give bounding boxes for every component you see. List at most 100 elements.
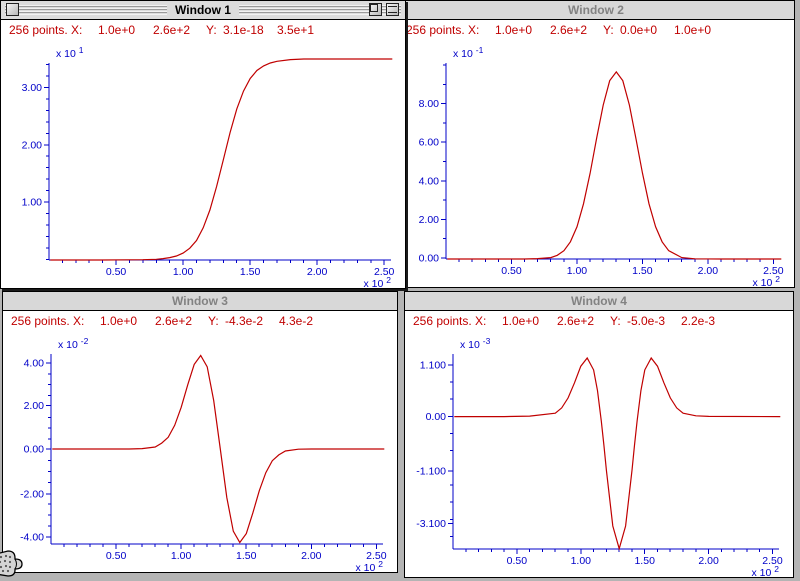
y-min-value: -4.3e-2 (225, 314, 264, 328)
status-line: 256 points. X: 1.0e+0 2.6e+2 Y: -5.0e-3 … (405, 311, 793, 329)
window-1-content: 256 points. X: 1.0e+0 2.6e+2 Y: 3.1e-18 … (1, 20, 405, 288)
svg-text:1.00: 1.00 (22, 196, 43, 208)
svg-text:x 10 2: x 10 2 (364, 275, 392, 288)
svg-text:-3.100: -3.100 (416, 518, 446, 530)
zoom-box-icon[interactable] (370, 4, 381, 15)
svg-text:2.00: 2.00 (698, 555, 719, 567)
window-title: Window 2 (560, 3, 632, 17)
plot-area[interactable]: 0.50 1.00 1.50 2.00 2.50 8.00 6.00 4.00 2.00 0.00… (398, 38, 794, 287)
svg-text:1.50: 1.50 (236, 550, 257, 562)
window-2-titlebar[interactable]: Window 2 (398, 1, 794, 20)
points-count: 256 points. (9, 23, 68, 37)
plot-area[interactable]: 0.50 1.00 1.50 2.00 2.50 4.00 2.00 0.00 -2.00 -4.… (3, 329, 397, 572)
y-label: Y: (208, 314, 219, 328)
svg-text:1.50: 1.50 (240, 266, 261, 278)
window-4: Window 4 256 points. X: 1.0e+0 2.6e+2 Y:… (404, 291, 794, 578)
y-label: Y: (603, 23, 614, 37)
x-max-value: 2.6e+2 (153, 23, 191, 37)
svg-text:8.00: 8.00 (419, 98, 440, 110)
svg-text:x 10 2: x 10 2 (753, 274, 781, 287)
x-max-value: 2.6e+2 (155, 314, 193, 328)
points-count: 256 points. (413, 314, 472, 328)
window-4-content: 256 points. X: 1.0e+0 2.6e+2 Y: -5.0e-3 … (405, 311, 793, 577)
status-line: 256 points. X: 1.0e+0 2.6e+2 Y: 3.1e-18 … (1, 20, 405, 38)
svg-text:1.00: 1.00 (171, 550, 192, 562)
svg-text:x 10 1: x 10 1 (56, 45, 84, 60)
x-min-value: 1.0e+0 (502, 314, 540, 328)
status-line: 256 points. X: 1.0e+0 2.6e+2 Y: 0.0e+0 1… (398, 20, 794, 38)
svg-text:-4.00: -4.00 (20, 531, 44, 543)
window-title: Window 1 (167, 3, 239, 17)
svg-text:0.50: 0.50 (501, 265, 522, 277)
svg-text:0.50: 0.50 (106, 266, 127, 278)
x-label: X: (475, 314, 487, 328)
svg-text:0.00: 0.00 (426, 411, 447, 423)
y-max-value: 2.2e-3 (681, 314, 716, 328)
window-3-titlebar[interactable]: Window 3 (3, 292, 397, 311)
window-title: Window 3 (164, 294, 236, 308)
points-count: 256 points. (11, 314, 70, 328)
x-min-value: 1.0e+0 (495, 23, 533, 37)
close-box-icon[interactable] (7, 4, 18, 15)
window-4-titlebar[interactable]: Window 4 (405, 292, 793, 311)
svg-text:1.00: 1.00 (173, 266, 194, 278)
svg-text:-1.100: -1.100 (416, 466, 446, 478)
svg-text:0.50: 0.50 (106, 550, 127, 562)
svg-text:1.50: 1.50 (634, 555, 655, 567)
x-label: X: (73, 314, 85, 328)
x-label: X: (71, 23, 83, 37)
x-max-value: 2.6e+2 (550, 23, 588, 37)
plot-area[interactable]: 0.50 1.00 1.50 2.00 2.50 3.00 2.00 1.00 x 10 1 x … (1, 38, 405, 288)
y-min-value: 0.0e+0 (620, 23, 658, 37)
window-3-content: 256 points. X: 1.0e+0 2.6e+2 Y: -4.3e-2 … (3, 311, 397, 572)
svg-text:1.50: 1.50 (632, 265, 653, 277)
svg-text:x 10 -2: x 10 -2 (58, 336, 89, 351)
svg-text:6.00: 6.00 (419, 137, 440, 149)
svg-text:0.00: 0.00 (419, 253, 440, 265)
x-min-value: 1.0e+0 (98, 23, 136, 37)
svg-text:1.00: 1.00 (571, 555, 592, 567)
svg-text:4.00: 4.00 (419, 175, 440, 187)
svg-text:1.00: 1.00 (567, 265, 588, 277)
svg-text:0.00: 0.00 (24, 444, 45, 456)
y-max-value: 3.5e+1 (277, 23, 315, 37)
plot-area[interactable]: 0.50 1.00 1.50 2.00 2.50 1.100 0.00 -1.100 -3.10… (405, 329, 793, 577)
svg-text:2.00: 2.00 (419, 214, 440, 226)
svg-text:2.00: 2.00 (24, 400, 45, 412)
window-2-content: 256 points. X: 1.0e+0 2.6e+2 Y: 0.0e+0 1… (398, 20, 794, 287)
svg-text:2.00: 2.00 (22, 139, 43, 151)
x-min-value: 1.0e+0 (100, 314, 138, 328)
window-3: Window 3 256 points. X: 1.0e+0 2.6e+2 Y:… (2, 291, 398, 573)
window-2: Window 2 256 points. X: 1.0e+0 2.6e+2 Y:… (397, 0, 795, 288)
x-max-value: 2.6e+2 (557, 314, 595, 328)
svg-text:2.00: 2.00 (698, 265, 719, 277)
y-label: Y: (610, 314, 621, 328)
svg-text:0.50: 0.50 (507, 555, 528, 567)
status-line: 256 points. X: 1.0e+0 2.6e+2 Y: -4.3e-2 … (3, 311, 397, 329)
x-label: X: (468, 23, 480, 37)
svg-text:2.00: 2.00 (301, 550, 322, 562)
y-min-value: -5.0e-3 (627, 314, 666, 328)
svg-text:2.50: 2.50 (762, 555, 783, 567)
y-label: Y: (206, 23, 217, 37)
window-title: Window 4 (563, 294, 635, 308)
window-1: Window 1 256 points. X: 1.0e+0 2.6e+2 Y:… (0, 0, 406, 289)
svg-text:2.50: 2.50 (763, 265, 784, 277)
collapse-box-icon[interactable] (387, 4, 398, 15)
svg-text:2.00: 2.00 (307, 266, 328, 278)
y-min-value: 3.1e-18 (223, 23, 264, 37)
window-1-titlebar[interactable]: Window 1 (1, 1, 405, 20)
speaker-icon[interactable] (0, 549, 26, 579)
svg-text:x 10 -1: x 10 -1 (453, 45, 484, 60)
svg-text:2.50: 2.50 (374, 266, 395, 278)
points-count: 256 points. (406, 23, 465, 37)
svg-text:x 10 2: x 10 2 (752, 564, 780, 577)
svg-text:3.00: 3.00 (22, 82, 43, 94)
svg-text:x 10 2: x 10 2 (356, 559, 384, 572)
y-max-value: 4.3e-2 (279, 314, 314, 328)
svg-text:2.50: 2.50 (366, 550, 387, 562)
svg-text:4.00: 4.00 (24, 357, 45, 369)
svg-text:x 10 -3: x 10 -3 (460, 336, 491, 351)
svg-text:1.100: 1.100 (420, 359, 446, 371)
